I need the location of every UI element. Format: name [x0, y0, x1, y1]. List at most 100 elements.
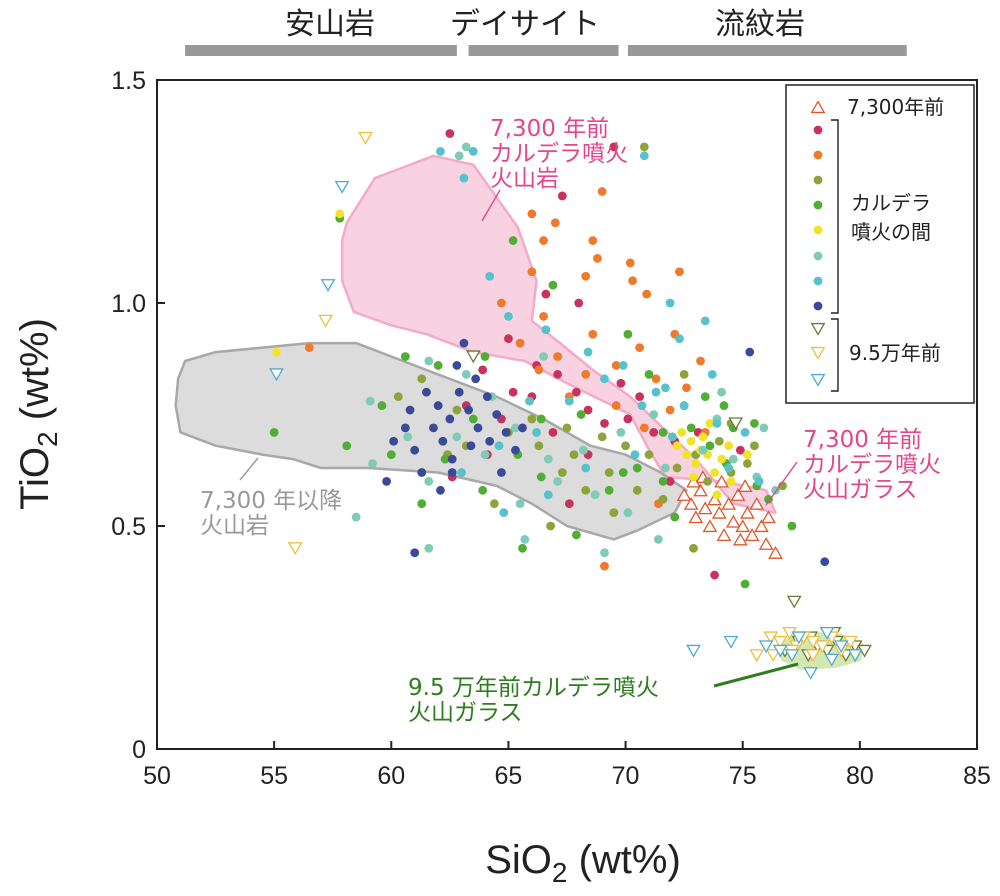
point-olive: [639, 142, 649, 152]
point-teal: [698, 445, 708, 455]
point-yellow_tri: [765, 649, 781, 663]
x-tick-label: 60: [377, 762, 405, 790]
x-tick-label: 70: [612, 762, 640, 790]
point-red_triangle: [732, 532, 748, 546]
point-green: [377, 401, 387, 410]
point-olive: [778, 481, 787, 491]
point-magenta: [600, 419, 609, 428]
legend-group-label: カルデラ: [851, 191, 931, 215]
point-cyan: [525, 396, 534, 406]
point-teal: [454, 151, 464, 161]
point-orange: [515, 338, 525, 348]
point-navy: [433, 401, 443, 410]
legend-marker: [810, 322, 826, 336]
point-cyan: [661, 383, 670, 393]
point-cyan: [459, 173, 469, 183]
point-blue_tri: [772, 644, 788, 658]
point-olive: [562, 423, 572, 433]
annotation-text: 火山岩: [490, 166, 559, 192]
point-orange: [611, 361, 621, 370]
point-orange: [628, 276, 637, 286]
point-olive: [581, 485, 591, 495]
point-red_triangle: [686, 474, 701, 488]
point-yellow: [682, 450, 691, 460]
legend-bracket: [831, 119, 839, 314]
point-teal: [616, 427, 626, 437]
annotation-leader: [713, 662, 799, 688]
point-teal: [539, 352, 548, 361]
point-olive: [750, 441, 759, 451]
point-olive: [632, 485, 642, 495]
point-cyan: [724, 463, 734, 473]
point-orange: [600, 561, 609, 571]
point-green: [705, 441, 715, 451]
point-orange: [597, 187, 607, 196]
point-magenta: [571, 387, 581, 397]
point-green: [658, 477, 668, 486]
point-navy: [497, 468, 506, 477]
point-cyan: [541, 325, 551, 335]
point-orange: [642, 289, 652, 299]
annotation-text: 火山ガラス: [803, 477, 918, 503]
point-green: [269, 427, 279, 437]
point-orange: [527, 209, 537, 219]
point-blue_tri: [847, 649, 863, 663]
point-green: [508, 236, 518, 245]
legend-marker: [813, 175, 823, 185]
point-magenta: [548, 427, 558, 437]
point-navy: [492, 410, 502, 419]
point-red_triangle: [688, 510, 704, 524]
y-axis-title: TiO2 (wt%): [13, 318, 63, 510]
point-magenta: [574, 298, 584, 308]
annotation-text: カルデラ噴火: [490, 141, 628, 167]
point-orange: [696, 356, 705, 366]
y-tick-label: 0.5: [111, 513, 146, 541]
point-navy: [820, 557, 830, 567]
point-yellow_tri: [772, 635, 788, 649]
point-teal: [579, 445, 588, 455]
point-olive: [534, 441, 544, 451]
point-cyan: [532, 427, 541, 437]
point-magenta: [635, 392, 645, 402]
point-navy: [473, 423, 483, 433]
y-tick-label: 1.5: [111, 67, 146, 95]
point-red_triangle: [758, 537, 774, 550]
legend-marker: [813, 200, 823, 210]
point-teal: [623, 508, 633, 518]
point-navy: [389, 436, 399, 446]
point-red_triangle: [754, 519, 769, 533]
point-green: [536, 414, 546, 424]
point-orange: [625, 258, 635, 268]
point-red_triangle: [716, 528, 732, 542]
point-olive: [604, 468, 614, 477]
point-teal: [461, 142, 471, 152]
point-olive: [658, 494, 668, 504]
point-olive: [621, 441, 630, 451]
point-olive_tri: [465, 350, 481, 364]
point-teal: [661, 463, 670, 473]
point-olive: [546, 521, 555, 531]
point-navy: [518, 423, 527, 433]
point-navy: [482, 392, 492, 402]
point-orange: [527, 267, 537, 277]
point-navy: [429, 423, 438, 433]
legend-group-label: 9.5万年前: [849, 341, 941, 365]
annotation-text: 7,300 年前: [490, 116, 609, 142]
point-yellow: [689, 472, 698, 482]
point-navy: [410, 548, 420, 558]
point-yellow: [677, 427, 687, 437]
point-orange: [588, 236, 598, 245]
point-magenta: [609, 142, 619, 152]
annotation-text: カルデラ噴火: [803, 452, 941, 478]
point-orange: [581, 369, 591, 379]
point-teal: [649, 410, 659, 419]
point-cyan: [485, 271, 495, 281]
x-axis-title-main: SiO: [485, 838, 552, 882]
point-magenta: [649, 427, 659, 437]
point-magenta: [445, 129, 455, 138]
point-yellow: [710, 468, 719, 477]
y-tick-label: 1.0: [111, 290, 146, 318]
point-cyan: [630, 450, 640, 460]
point-cyan: [543, 490, 553, 500]
point-yellow: [724, 441, 734, 451]
